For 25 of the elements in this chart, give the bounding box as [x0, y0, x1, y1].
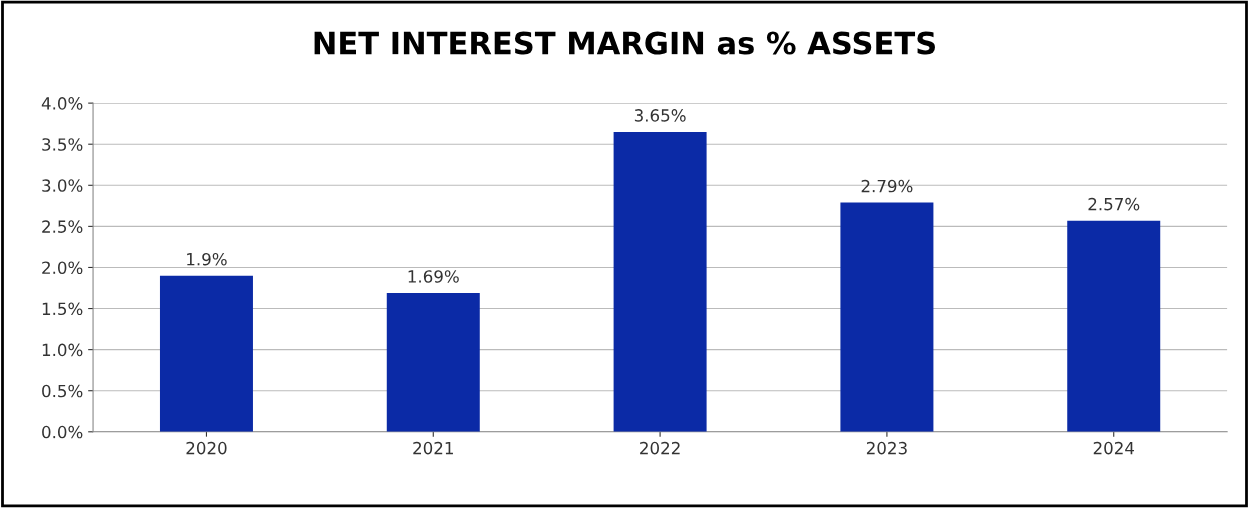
y-tick-label: 0.5%	[42, 384, 83, 398]
data-label: 2.57%	[1088, 197, 1140, 211]
y-tick-label: 2.5%	[42, 220, 83, 233]
bar	[840, 202, 934, 432]
x-tick-label: 2020	[186, 441, 227, 455]
y-tick-label: 0.0%	[42, 425, 83, 439]
y-tick-label: 1.5%	[42, 302, 83, 316]
y-tick-label: 3.5%	[42, 138, 83, 151]
y-tick-label: 4.0%	[41, 97, 83, 110]
data-label: 2.79%	[861, 179, 913, 193]
data-label: 3.65%	[634, 109, 686, 122]
x-tick-label: 2023	[866, 441, 907, 455]
bar	[386, 292, 480, 432]
data-label: 1.9%	[187, 252, 227, 266]
x-tick-label: 2024	[1093, 441, 1135, 455]
bar	[159, 275, 253, 432]
bar	[1067, 220, 1161, 432]
y-tick-label: 3.0%	[42, 179, 83, 192]
bar	[613, 131, 707, 432]
x-tick-label: 2021	[413, 441, 453, 455]
x-tick-label: 2022	[640, 441, 680, 455]
y-tick-label: 1.0%	[42, 343, 83, 357]
chart-title: NET INTEREST MARGIN as % ASSETS	[314, 31, 935, 55]
data-label: 1.69%	[408, 270, 459, 283]
y-tick-label: 2.0%	[42, 261, 83, 275]
